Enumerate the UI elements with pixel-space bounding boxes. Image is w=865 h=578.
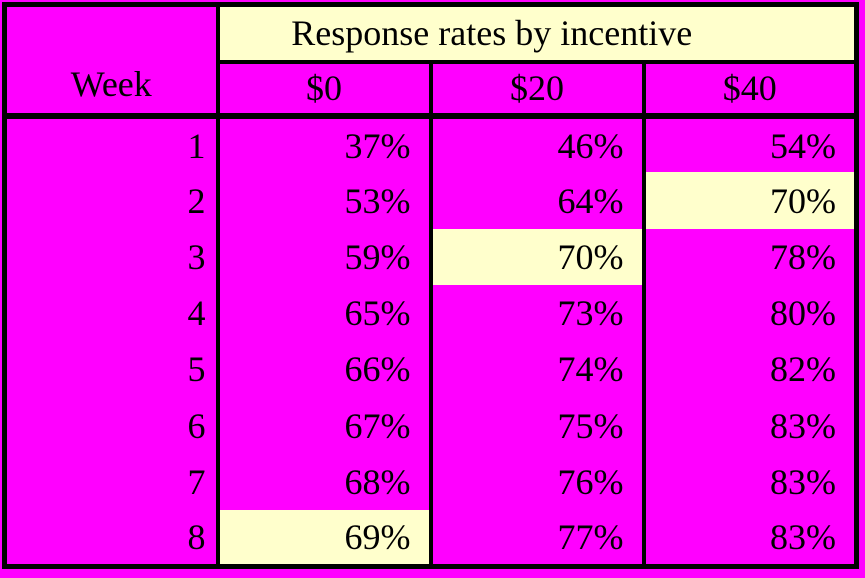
week-cell: 4 [4,284,220,342]
value-cell: 76% [430,453,646,511]
week-cell: 2 [4,172,220,229]
value-cell: 69% [217,510,433,567]
value-cell: 83% [770,462,836,502]
table-row: 6 67% 75% 83% [4,397,857,454]
table-title: Response rates by incentive [217,4,857,64]
table-row: 4 65% 73% 80% [4,284,857,342]
table-row: 8 69% 77% 83% [4,510,857,567]
col-header-40-dollar: $40 [643,61,857,120]
table-row: 3 59% 70% 78% [4,228,857,285]
table-row-column-headers: $0 $20 $40 [5,61,857,120]
col-header-20-dollar: $20 [430,61,646,120]
value-cell: 68% [217,453,433,511]
week-cell: 3 [4,228,220,285]
value-cell: 64% [430,172,646,229]
table-row-title: Week Response rates by incentive [4,4,857,120]
value-cell: 80% [770,293,836,334]
week-cell: 5 [4,341,220,398]
table-row: 1 37% 46% 54% [4,116,857,173]
value-cell: 46% [430,116,646,173]
value-cell: 66% [217,341,433,398]
value-cell: 59% [217,228,433,285]
value-cell: 78% [770,236,836,277]
response-rates-table: Week Response rates by incentive $0 $20 … [2,2,859,569]
table-row: 7 68% 76% 83% [4,453,857,511]
value-cell: 65% [217,284,433,342]
value-cell: 67% [217,397,433,454]
value-cell: 53% [217,172,433,229]
week-cell: 6 [4,397,220,454]
value-cell: 73% [430,284,646,342]
value-cell: 82% [770,349,836,390]
table-row: 2 53% 64% 70% [4,172,857,229]
week-cell: 7 [4,453,220,511]
value-cell: 70% [643,172,857,229]
value-cell: 37% [217,116,433,173]
response-rates-table-container: Week Response rates by incentive $0 $20 … [2,2,859,569]
value-cell: 83% [770,517,836,558]
week-cell: 1 [4,116,220,173]
value-cell: 74% [430,341,646,398]
week-cell: 8 [4,510,220,567]
value-cell: 83% [770,405,836,446]
value-cell: 77% [430,510,646,567]
col-header-0-dollar: $0 [217,61,433,120]
table-row: 5 66% 74% 82% [4,341,857,398]
value-cell: 70% [430,228,646,285]
week-column-header: Week [4,4,220,120]
value-cell: 54% [770,125,836,166]
value-cell: 75% [430,397,646,454]
